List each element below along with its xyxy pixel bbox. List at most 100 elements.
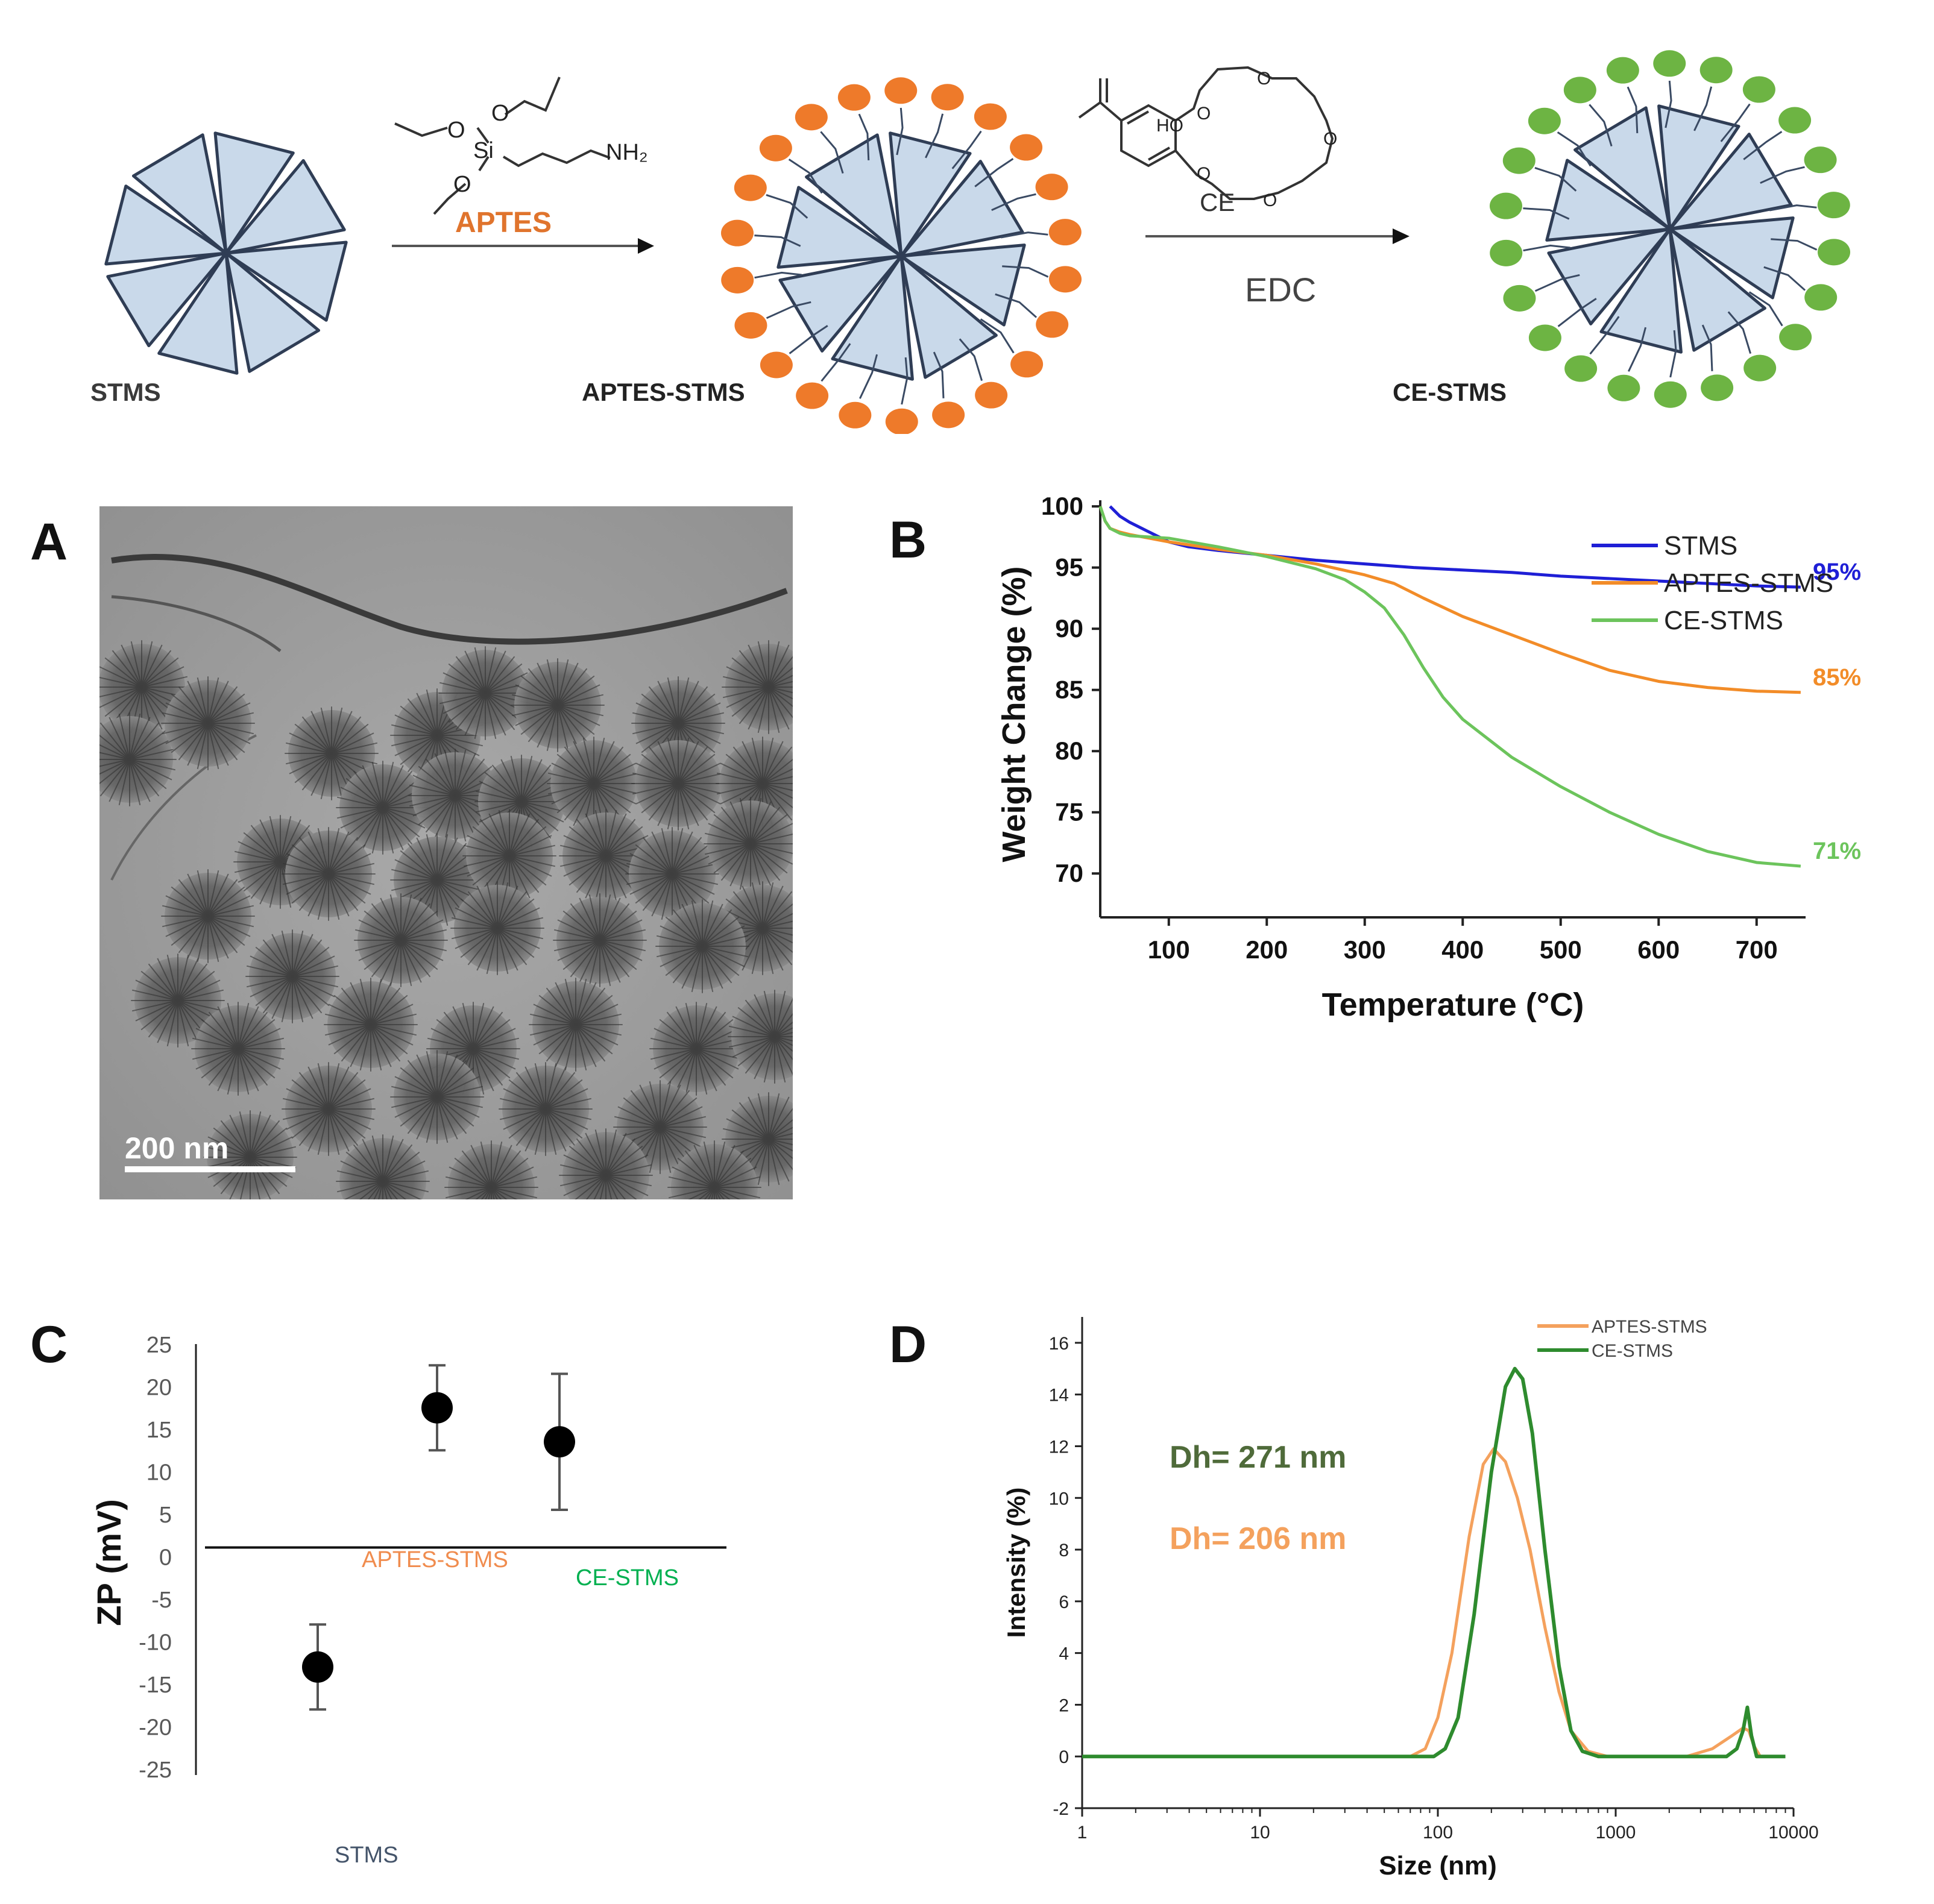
ligand-head [1528, 107, 1561, 134]
c-y-tick-label: -25 [139, 1758, 172, 1783]
d-y-tick-label: 10 [1049, 1489, 1069, 1509]
stms-particle [104, 131, 348, 375]
panel-b-tga-chart: B 70 75 80 85 90 95 100 100 200 300 400 500 600 700 Te… [889, 492, 1861, 1023]
ce-stms-label: CE-STMS [1393, 378, 1507, 406]
c-y-tick-label: -20 [139, 1715, 172, 1741]
tem-sphere-spikes [649, 1002, 743, 1096]
ligand-linker [991, 193, 1036, 212]
tem-sphere-spikes [336, 761, 430, 855]
tem-sphere-spikes [324, 978, 418, 1072]
ce-atom-o5: O [1197, 164, 1211, 184]
ligand-head [1489, 192, 1522, 219]
ligand-linker [995, 293, 1038, 318]
ligand-head [1048, 219, 1082, 246]
d-y-tick-label: 8 [1059, 1541, 1069, 1560]
d-y-tick-label: -2 [1053, 1799, 1069, 1819]
d-x-axis-title: Size (nm) [1379, 1851, 1497, 1880]
ligand-head [760, 351, 793, 379]
ligand-head [975, 382, 1008, 409]
ligand-linker [1557, 298, 1597, 327]
d-x-tick-label: 1000 [1596, 1823, 1636, 1843]
ligand-linker [896, 107, 904, 156]
b-y-tick-label: 75 [1055, 798, 1083, 826]
d-y-tick-label: 16 [1049, 1334, 1069, 1354]
scale-bar-label: 200 nm [125, 1131, 228, 1165]
ligand-linker [1534, 167, 1577, 192]
ligand-linker [1693, 86, 1713, 131]
b-x-tick-label: 600 [1637, 935, 1680, 964]
c-y-tick-label: -10 [139, 1630, 172, 1656]
ligand-linker [951, 130, 982, 169]
tem-sphere-spikes [704, 797, 793, 891]
tem-sphere-spikes [191, 1002, 285, 1096]
particle-wedge [224, 159, 346, 255]
ligand-linker [1771, 238, 1818, 251]
ligand-head [932, 401, 965, 429]
tem-sphere-spikes [631, 737, 725, 831]
ce-stms-particle [1489, 50, 1851, 408]
ligand-linker [1523, 207, 1570, 220]
tem-sphere-spikes [161, 676, 255, 770]
b-series-ce-stms-line [1098, 506, 1801, 868]
ligand-head [1503, 284, 1536, 312]
tem-sphere-spikes [553, 893, 647, 987]
tem-sphere-spikes [438, 646, 532, 740]
tem-carbon-film-edge [111, 554, 788, 645]
ligand-head [796, 382, 829, 409]
b-y-tick-label: 100 [1041, 492, 1083, 520]
c-point-ce-stms [544, 1426, 575, 1458]
ligand-linker [766, 301, 811, 319]
particle-wedge [1668, 227, 1766, 352]
b-end-label-aptes-stms: 85% [1813, 664, 1861, 691]
b-series-stms-line [1109, 505, 1801, 589]
tem-sphere-spikes [99, 712, 177, 806]
ligand-head [1607, 374, 1640, 401]
panel-c-letter: C [30, 1316, 68, 1374]
ligand-head [759, 134, 792, 162]
b-y-tick-label: 90 [1055, 614, 1083, 643]
aptes-atom-o3: O [453, 172, 471, 197]
d-legend-label: APTES-STMS [1592, 1317, 1707, 1337]
tem-sphere-spikes [245, 929, 339, 1023]
ligand-linker [959, 338, 983, 382]
particle-wedge [104, 184, 228, 266]
tem-sphere-spikes [529, 978, 623, 1072]
d-y-tick-label: 14 [1049, 1386, 1069, 1406]
ligand-linker [1534, 274, 1580, 292]
reaction-scheme: STMS APTES-STMS CE-STMS O O Si O NH₂ APT… [90, 50, 1851, 434]
c-y-tick-label: 15 [146, 1418, 172, 1443]
aptes-stms-particle [720, 77, 1082, 434]
tem-sphere-spikes [161, 869, 255, 963]
tem-sphere-spikes [667, 1140, 761, 1199]
ligand-head [1818, 239, 1851, 266]
ligand-head [1778, 107, 1812, 134]
c-y-axis-title: ZP (mV) [90, 1499, 128, 1626]
ligand-linker [1720, 103, 1751, 142]
b-x-tick-label: 500 [1540, 935, 1582, 964]
ligand-head [1742, 76, 1775, 103]
ligand-head [1699, 57, 1733, 84]
ligand-head [839, 401, 872, 429]
ligand-linker [1589, 316, 1620, 355]
ligand-head [1564, 355, 1598, 382]
tem-sphere-spikes [499, 1062, 593, 1156]
b-x-tick-label: 200 [1246, 935, 1288, 964]
c-point-label-stms: STMS [335, 1843, 398, 1868]
tem-sphere-spikes [444, 1140, 538, 1199]
ligand-head [1490, 239, 1523, 266]
d-y-tick-label: 4 [1059, 1644, 1069, 1664]
tem-sphere-spikes [450, 881, 544, 975]
panel-a-letter: A [30, 513, 68, 571]
d-x-tick-label: 1 [1077, 1823, 1088, 1843]
tem-sphere-spikes [336, 1134, 430, 1199]
particle-wedge [224, 240, 348, 322]
tem-sphere-spikes [511, 658, 605, 752]
b-x-axis-title: Temperature (°C) [1322, 987, 1584, 1023]
ligand-linker [1589, 104, 1613, 147]
ligand-linker [1769, 204, 1817, 212]
d-y-tick-label: 6 [1059, 1592, 1069, 1612]
ligand-linker [1523, 244, 1570, 252]
b-y-tick-label: 70 [1055, 859, 1083, 887]
d-y-tick-label: 12 [1049, 1437, 1069, 1457]
c-point-label-aptes-stms: APTES-STMS [362, 1547, 508, 1573]
